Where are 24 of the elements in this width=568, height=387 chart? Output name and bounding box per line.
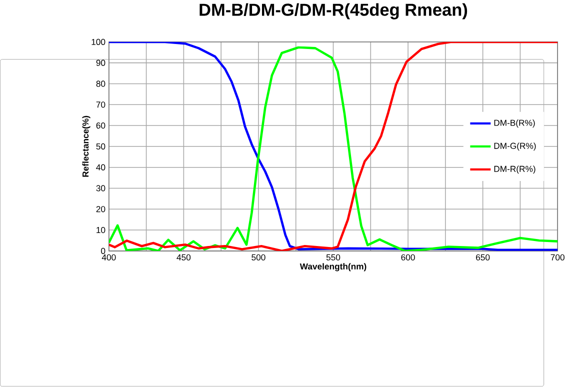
y-tick-label: 90 bbox=[96, 60, 106, 66]
y-tick-label: 20 bbox=[96, 206, 106, 212]
legend-label: DM-B(R%) bbox=[494, 120, 535, 128]
y-tick-label: 100 bbox=[92, 39, 106, 46]
y-tick-label: 60 bbox=[96, 122, 106, 129]
y-tick-label: 80 bbox=[96, 80, 106, 88]
legend-label: DM-G(R%) bbox=[494, 142, 536, 151]
y-tick-label: 50 bbox=[96, 144, 106, 150]
x-axis-title: Wavelength(nm) bbox=[300, 263, 366, 272]
x-tick-label: 700 bbox=[550, 254, 564, 261]
legend-label: DM-R(R%) bbox=[494, 166, 536, 174]
x-tick-label: 500 bbox=[252, 254, 266, 261]
chart-title: DM-B/DM-G/DM-R(45deg Rmean) bbox=[200, 3, 468, 20]
x-tick-label: 400 bbox=[102, 254, 116, 261]
x-tick-label: 650 bbox=[476, 254, 490, 261]
y-tick-label: 40 bbox=[96, 164, 106, 171]
x-tick-label: 600 bbox=[401, 254, 415, 261]
y-tick-label: 70 bbox=[96, 102, 106, 108]
y-tick-label: 0 bbox=[101, 248, 106, 254]
y-tick-label: 30 bbox=[96, 185, 106, 192]
y-tick-label: 10 bbox=[96, 227, 106, 234]
x-tick-label: 550 bbox=[326, 254, 340, 261]
y-axis-title: Reflectance(%) bbox=[82, 116, 90, 178]
x-tick-label: 450 bbox=[176, 254, 191, 261]
